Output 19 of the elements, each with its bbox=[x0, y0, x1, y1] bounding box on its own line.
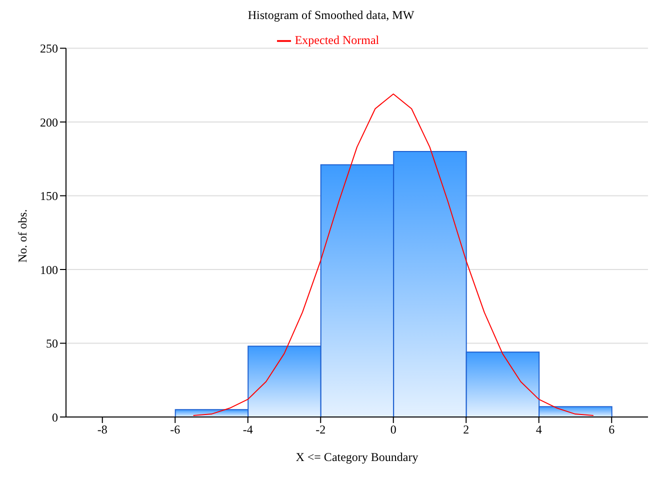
y-tick-label: 100 bbox=[40, 262, 58, 277]
x-tick-label: 6 bbox=[608, 422, 615, 437]
line-series bbox=[192, 93, 594, 416]
x-tick-label: 4 bbox=[536, 422, 542, 437]
y-tick-label: 50 bbox=[46, 336, 58, 351]
chart-title: Histogram of Smoothed data, MW bbox=[246, 8, 416, 23]
y-tick-label: 0 bbox=[52, 410, 58, 424]
x-tick-label: 0 bbox=[390, 422, 396, 437]
x-axis-title: X <= Category Boundary bbox=[296, 450, 418, 464]
x-tick-label: -2 bbox=[316, 422, 326, 437]
x-tick-label: -6 bbox=[170, 422, 180, 437]
x-tick-label: 2 bbox=[463, 422, 470, 437]
y-tick-label: 250 bbox=[40, 42, 58, 56]
y-tick-label: 200 bbox=[40, 115, 58, 130]
x-tick-label: -4 bbox=[242, 422, 253, 437]
y-axis-title: No. of obs. bbox=[15, 209, 30, 263]
x-tick-label: -8 bbox=[97, 422, 108, 437]
y-tick-label: 150 bbox=[40, 189, 58, 204]
legend-label: Expected Normal bbox=[294, 33, 380, 47]
